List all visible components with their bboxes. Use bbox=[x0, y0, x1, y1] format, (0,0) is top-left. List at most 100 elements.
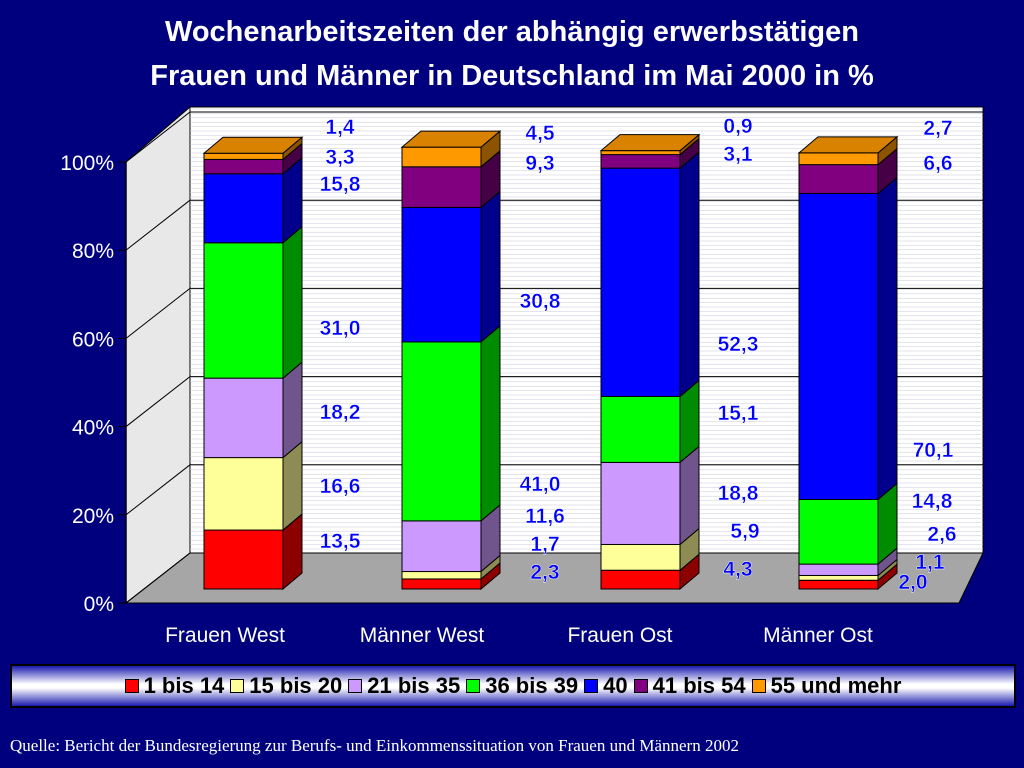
data-label: 52,3 bbox=[718, 333, 759, 356]
bar-segment-front bbox=[798, 579, 879, 590]
bar-segment-front bbox=[401, 341, 482, 522]
bar-segment bbox=[600, 137, 700, 170]
category-label: Frauen Ost bbox=[567, 624, 672, 647]
data-label: 3,3 bbox=[325, 146, 354, 169]
legend-item: 40 bbox=[584, 673, 628, 699]
y-tick-label: 40% bbox=[72, 417, 114, 440]
legend-label: 36 bis 39 bbox=[485, 673, 579, 698]
bar-segment bbox=[400, 130, 502, 168]
bar-segment-front bbox=[401, 571, 482, 580]
data-label: 1,4 bbox=[325, 116, 355, 139]
data-label: 1,1 bbox=[915, 551, 945, 574]
gridline-side bbox=[125, 199, 191, 251]
y-tick-label: 60% bbox=[72, 328, 114, 351]
bar-segment bbox=[797, 135, 899, 166]
bar-segment-front bbox=[203, 158, 284, 175]
y-tick-label: 100% bbox=[60, 152, 114, 175]
bar-segment bbox=[203, 156, 303, 244]
bar-segment-front bbox=[600, 461, 681, 545]
bar-segment-front bbox=[401, 520, 482, 573]
data-label: 15,1 bbox=[718, 402, 759, 425]
bar-segment bbox=[203, 225, 303, 380]
bar-segment-side bbox=[480, 190, 501, 343]
data-label: 5,9 bbox=[730, 520, 759, 543]
bar-segment bbox=[600, 151, 700, 398]
data-label: 4,3 bbox=[723, 558, 752, 581]
bar-segment-front bbox=[600, 395, 681, 463]
bar-top bbox=[599, 134, 701, 152]
data-label: 30,8 bbox=[520, 290, 561, 313]
y-axis: 0% 20% 40% 60% 80% 100% bbox=[60, 152, 126, 616]
data-label: 70,1 bbox=[913, 439, 954, 462]
bar-stacks bbox=[202, 130, 899, 591]
y-tick-label: 20% bbox=[72, 505, 114, 528]
bar-segment-front bbox=[203, 457, 284, 531]
bar-segment bbox=[203, 440, 303, 532]
y-tick-label: 80% bbox=[72, 240, 114, 263]
y-tick-label: 0% bbox=[84, 593, 114, 616]
data-label: 41,0 bbox=[520, 473, 561, 496]
chart-title-line-1: Wochenarbeitszeiten der abhängig erwerbs… bbox=[164, 16, 859, 48]
data-label: 2,7 bbox=[923, 117, 952, 140]
legend-item: 55 und mehr bbox=[751, 673, 902, 699]
side-wall bbox=[125, 105, 191, 605]
bar-segment-front bbox=[401, 578, 482, 590]
data-label: 2,0 bbox=[898, 571, 927, 594]
chart-title: Wochenarbeitszeiten der abhängig erwerbs… bbox=[0, 10, 1024, 98]
bar-segment-front bbox=[203, 377, 284, 459]
bar-segment-side bbox=[877, 176, 898, 501]
legend-item: 41 bis 54 bbox=[633, 673, 746, 699]
data-label: 31,0 bbox=[320, 317, 361, 340]
legend-swatch bbox=[230, 679, 245, 693]
bar-segment-front bbox=[401, 146, 482, 168]
category-label: Männer West bbox=[360, 624, 485, 647]
data-label: 0,9 bbox=[723, 115, 752, 138]
bar-top bbox=[202, 136, 304, 154]
legend-label: 21 bis 35 bbox=[367, 673, 461, 698]
bar-segment bbox=[600, 379, 700, 464]
bar-segment-front bbox=[798, 563, 879, 576]
legend-item: 36 bis 39 bbox=[466, 673, 578, 699]
gridline-side bbox=[125, 552, 191, 604]
bar-segment-front bbox=[798, 152, 879, 166]
gridline-side bbox=[125, 288, 191, 339]
bar-segment bbox=[798, 482, 898, 566]
category-label: Männer Ost bbox=[763, 624, 873, 647]
bar-segment-front bbox=[600, 154, 681, 169]
data-label: 6,6 bbox=[923, 152, 952, 175]
data-label: 3,1 bbox=[723, 143, 753, 166]
bar-segment-front bbox=[798, 164, 879, 194]
legend-label: 40 bbox=[603, 673, 628, 698]
legend: 1 bis 14 15 bis 20 21 bis 35 36 bis 39 40 41 … bbox=[10, 664, 1016, 708]
legend-swatch bbox=[751, 679, 766, 693]
stacked-bar-chart: 0% 20% 40% 60% 80% 100% 13,5 16,6 18,2 31,0 15,8 3… bbox=[60, 105, 984, 647]
bar-top bbox=[400, 130, 502, 148]
bar-segment bbox=[203, 142, 303, 175]
legend-item: 21 bis 35 bbox=[348, 673, 460, 699]
bar-segment bbox=[401, 503, 501, 573]
bar-segment bbox=[202, 136, 304, 161]
bar-segment-front bbox=[600, 543, 681, 571]
bar-segment-front bbox=[600, 150, 681, 156]
data-label: 9,3 bbox=[525, 152, 554, 175]
bar-segment-front bbox=[401, 206, 482, 343]
bar-segment-front bbox=[203, 242, 284, 379]
data-labels: 13,5 16,6 18,2 31,0 15,8 3,3 1,4 2,3 1,7 11,6 41,0… bbox=[319, 115, 956, 594]
bar-segment-side bbox=[480, 324, 501, 522]
data-label: 18,8 bbox=[718, 482, 759, 505]
legend-swatch bbox=[348, 679, 363, 693]
bar-segment bbox=[203, 361, 303, 459]
bar-top bbox=[797, 136, 899, 154]
legend-swatch bbox=[124, 679, 139, 693]
bar-segment-front bbox=[798, 574, 879, 581]
x-axis: Frauen West Männer West Frauen Ost Männer O… bbox=[165, 624, 873, 647]
legend-swatch bbox=[633, 679, 648, 693]
bar-segment bbox=[798, 176, 898, 501]
legend-label: 55 und mehr bbox=[770, 673, 902, 698]
bar-segment-side bbox=[679, 151, 700, 398]
bar-segment-front bbox=[600, 569, 681, 590]
data-label: 4,5 bbox=[525, 122, 555, 145]
bar-segment bbox=[401, 149, 501, 209]
legend-swatch bbox=[466, 679, 481, 693]
legend-swatch bbox=[584, 679, 599, 693]
